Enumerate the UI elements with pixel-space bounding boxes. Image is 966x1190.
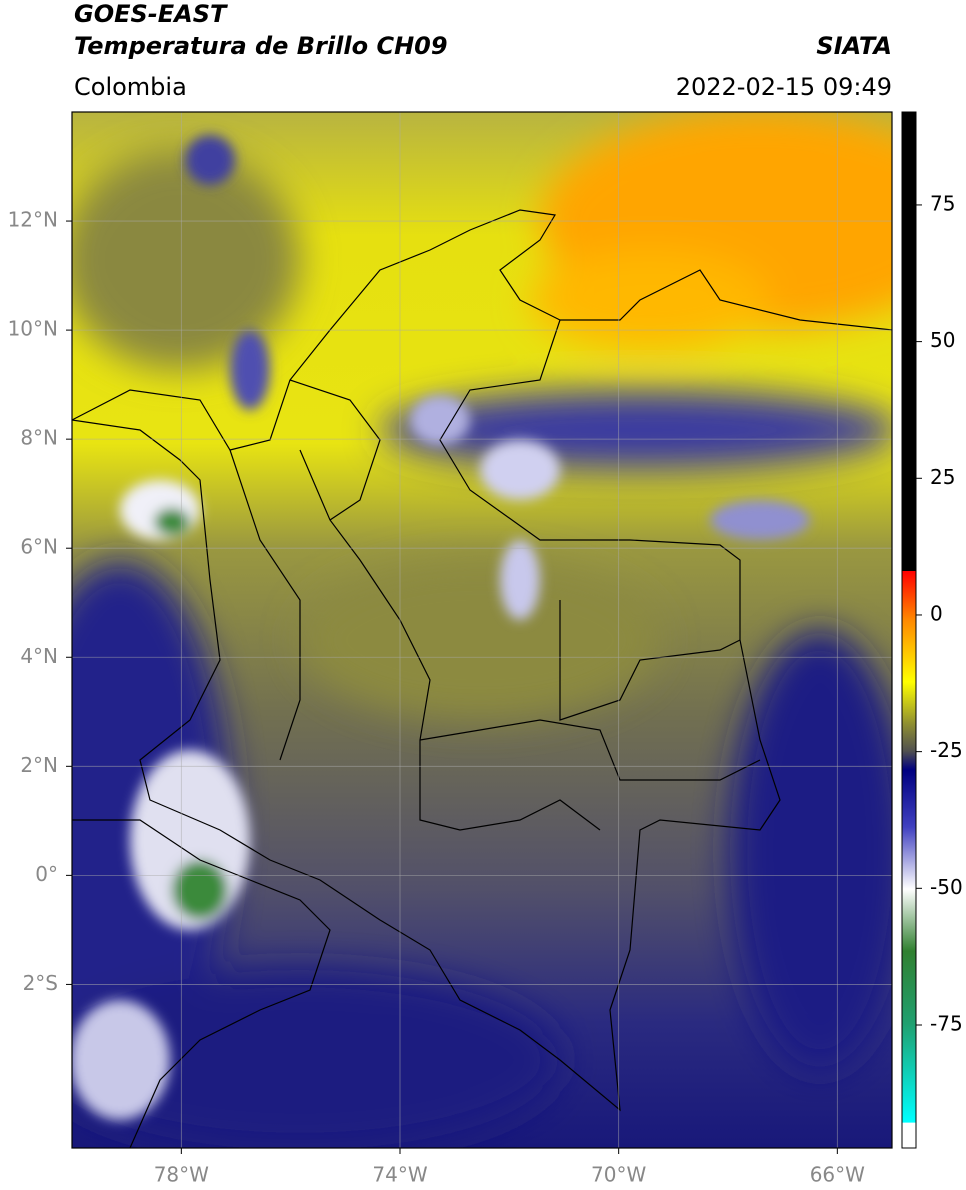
lat-tick-label: 4°N bbox=[20, 644, 58, 668]
lat-tick-label: 2°N bbox=[20, 753, 58, 777]
satellite-image bbox=[72, 112, 892, 1148]
lat-tick-label: 0° bbox=[35, 862, 58, 886]
colorbar-tick-label: 75 bbox=[930, 191, 955, 215]
lon-tick-label: 78°W bbox=[154, 1163, 209, 1187]
colorbar-tick-label: -25 bbox=[930, 738, 963, 762]
map-frame bbox=[71, 111, 893, 1149]
colorbar-tick-label: 50 bbox=[930, 328, 955, 352]
colorbar-tick-label: -75 bbox=[930, 1011, 963, 1035]
title: GOES-EAST bbox=[74, 0, 228, 28]
region: Colombia bbox=[74, 73, 187, 101]
colorbar bbox=[901, 111, 917, 1149]
lat-tick-label: 6°N bbox=[20, 535, 58, 559]
graticule bbox=[72, 112, 892, 1148]
lat-tick-label: 2°S bbox=[23, 971, 58, 995]
colorbar-tick-label: -50 bbox=[930, 875, 963, 899]
subtitle: Temperatura de Brillo CH09 bbox=[74, 32, 448, 60]
source: SIATA bbox=[816, 32, 892, 60]
lat-tick-label: 10°N bbox=[8, 317, 58, 341]
colorbar-tick-label: 0 bbox=[930, 601, 943, 625]
colorbar-tick-label: 25 bbox=[930, 465, 955, 489]
lat-tick-label: 8°N bbox=[20, 426, 58, 450]
lat-tick-label: 12°N bbox=[8, 208, 58, 232]
lon-tick-label: 70°W bbox=[591, 1163, 646, 1187]
datetime: 2022-02-15 09:49 bbox=[676, 73, 892, 101]
lon-tick-label: 74°W bbox=[372, 1163, 427, 1187]
lon-tick-label: 66°W bbox=[810, 1163, 865, 1187]
